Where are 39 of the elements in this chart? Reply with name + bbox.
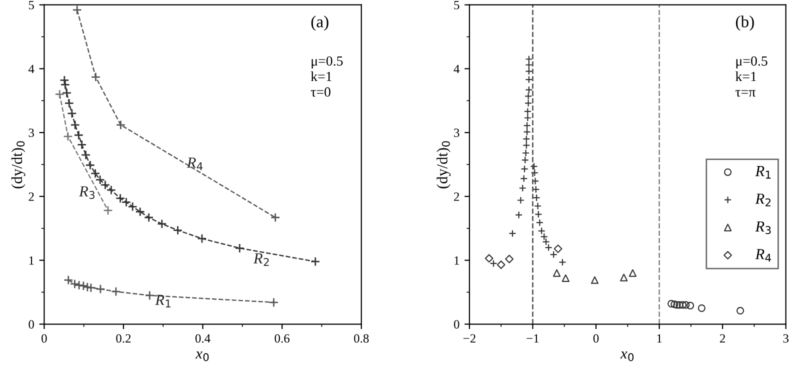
y-tick-label: 0 — [28, 320, 34, 329]
y-tick-label: 1 — [29, 256, 34, 265]
series-label: R$_{2}$ — [253, 253, 269, 266]
x-axis-title: x$_{0}$ — [620, 352, 634, 362]
x-axis-title: x$_{0}$ — [195, 352, 209, 362]
x-tick-label: 0.4 — [195, 334, 210, 343]
y-tick-label: 2 — [454, 192, 460, 201]
series-label: R$_{4}$ — [186, 158, 203, 170]
annotation: (a) — [311, 16, 328, 31]
x-tick-label: 0 — [593, 334, 599, 343]
x-tick-label: 1 — [657, 334, 662, 343]
y-tick-label: 0 — [454, 320, 460, 329]
legend-label: R$_{2}$ — [755, 194, 770, 206]
legend-label: R$_{1}$ — [755, 166, 771, 179]
annotation: (b) — [736, 16, 754, 31]
y-axis-title: (dy/dt)$_{0}$ — [436, 141, 451, 188]
y-tick-label: 3 — [454, 128, 460, 138]
series-label: R$_{3}$ — [78, 186, 94, 199]
y-tick-label: 4 — [28, 64, 34, 74]
x-tick-label: 0.6 — [274, 334, 290, 343]
y-tick-label: 4 — [454, 64, 460, 74]
x-tick-label: 3 — [783, 334, 788, 343]
legend-label: R$_{3}$ — [755, 221, 771, 234]
y-tick-label: 5 — [28, 1, 34, 10]
y-tick-label: 3 — [28, 128, 34, 138]
x-tick-label: 0 — [42, 334, 47, 343]
x-tick-label: −1 — [526, 334, 539, 343]
annotation: μ=0.5 k=1 τ=π — [735, 56, 768, 97]
legend-label: R$_{4}$ — [755, 249, 771, 262]
y-tick-label: 2 — [28, 192, 34, 201]
annotation: μ=0.5 k=1 τ=0 — [310, 56, 343, 97]
x-tick-label: 0.2 — [116, 334, 131, 343]
x-tick-label: 0.8 — [354, 334, 369, 343]
series-label: R$_{1}$ — [155, 294, 170, 308]
y-tick-label: 5 — [454, 1, 460, 10]
x-tick-label: −2 — [463, 334, 476, 343]
y-tick-label: 1 — [454, 256, 459, 265]
y-axis-title: (dy/dt)$_{0}$ — [11, 141, 26, 188]
x-tick-label: 2 — [720, 334, 725, 343]
